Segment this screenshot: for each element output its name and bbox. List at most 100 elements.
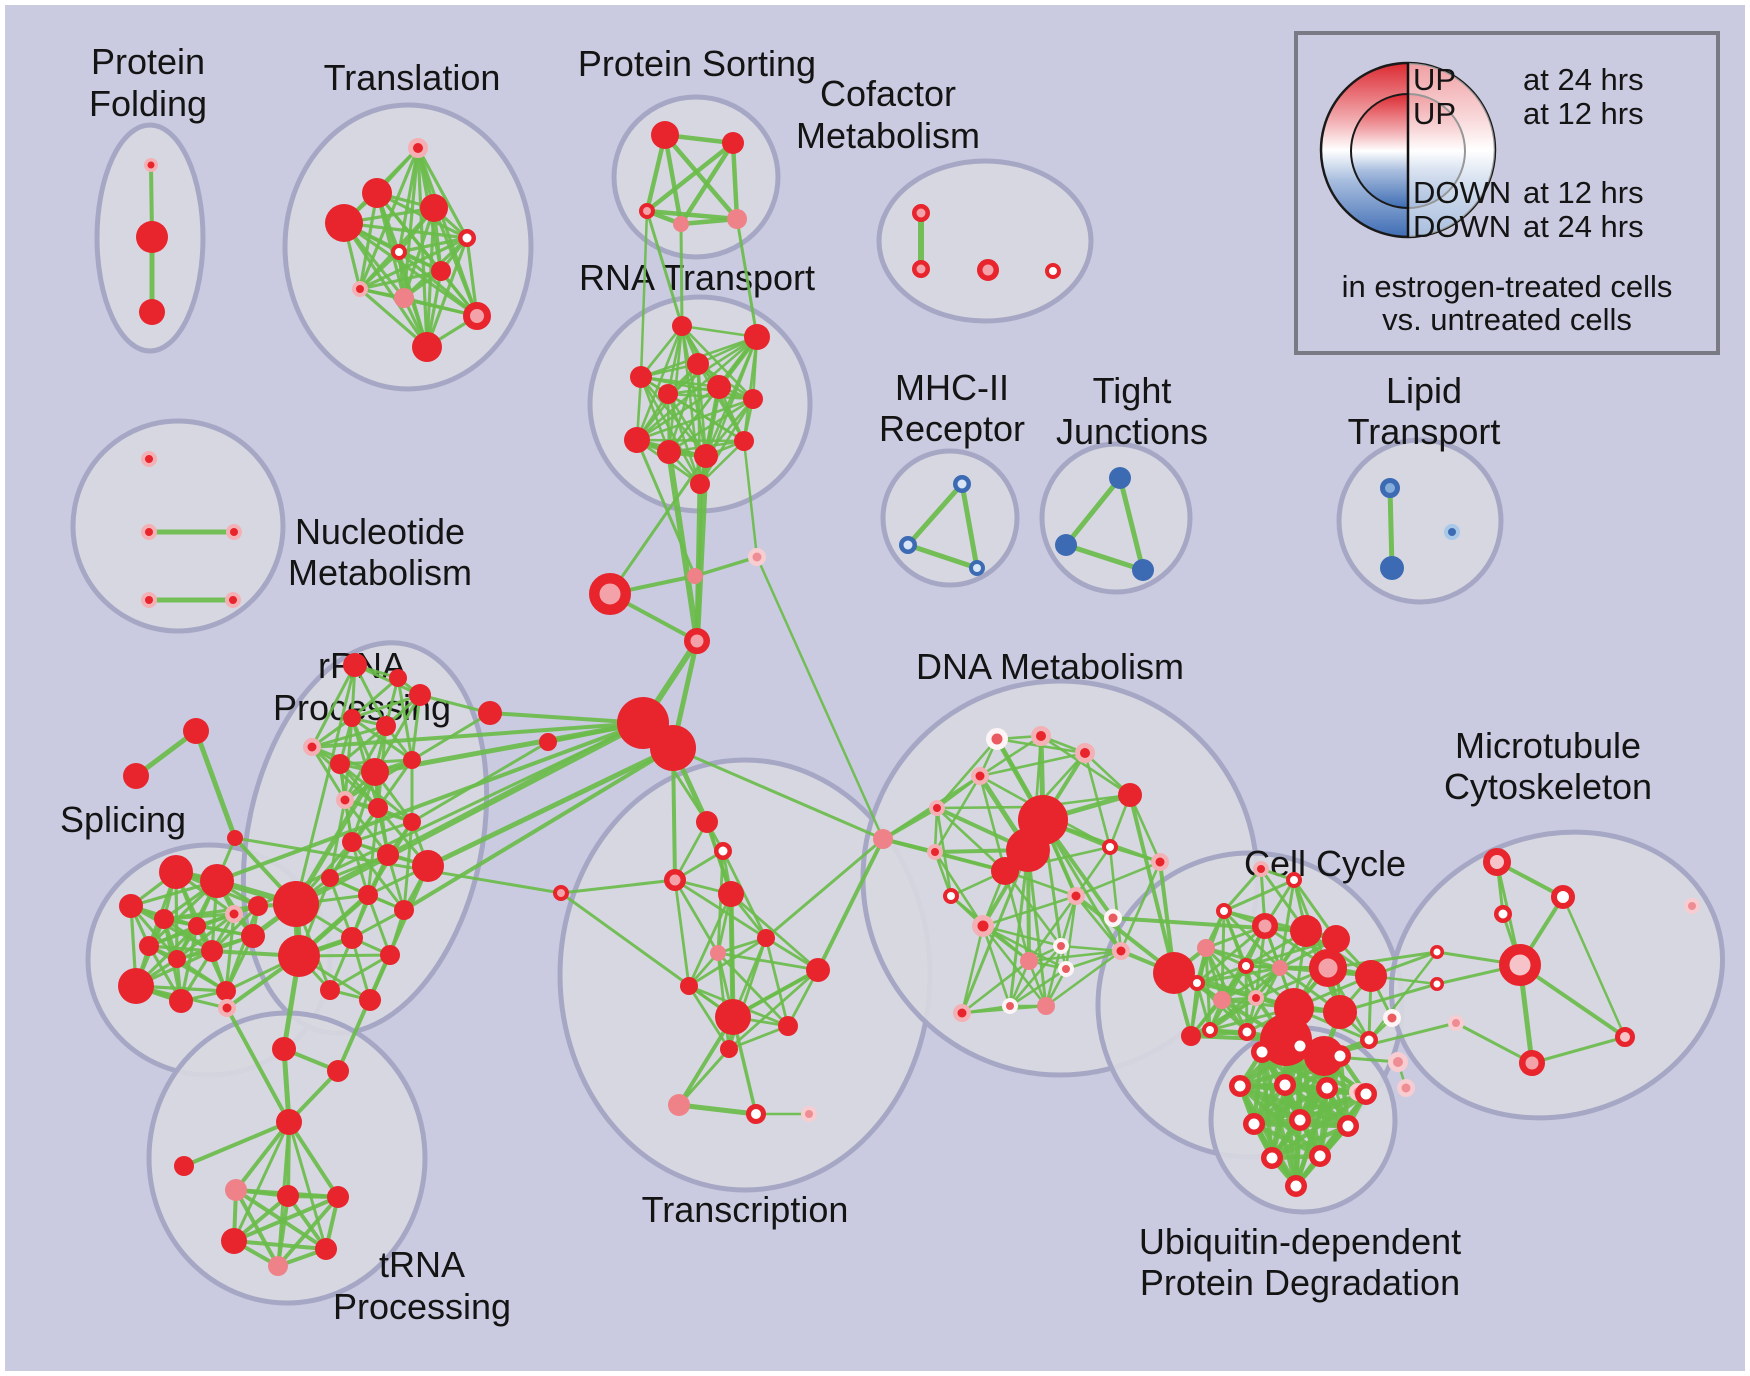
node-cn-3 <box>684 628 710 654</box>
edge <box>644 208 740 222</box>
edge <box>662 132 740 222</box>
node-rt-10 <box>734 431 754 451</box>
node-rr-14 <box>342 832 362 852</box>
node-nm-1 <box>141 524 157 540</box>
node-cc-3 <box>1252 913 1278 939</box>
node-dm-15 <box>1067 887 1085 905</box>
edge <box>1278 878 1296 970</box>
edge <box>418 693 492 715</box>
node-ub-3 <box>1229 1075 1251 1097</box>
node-ps-1 <box>722 132 744 154</box>
node-dm-9 <box>1018 795 1068 845</box>
node-tx-5 <box>757 929 775 947</box>
node-sp-3 <box>154 909 174 929</box>
node-tx-9 <box>715 999 751 1035</box>
edge <box>694 481 703 644</box>
node-rt-2 <box>687 353 709 375</box>
edge <box>742 439 759 559</box>
edge <box>287 1120 340 1199</box>
edge <box>978 734 1043 778</box>
node-nm-4 <box>225 592 241 608</box>
node-tn-0 <box>276 1109 302 1135</box>
edge <box>635 438 697 578</box>
node-dm-7 <box>873 829 893 849</box>
edge <box>1064 949 1123 971</box>
edge <box>1195 981 1212 1032</box>
node-dm-3 <box>971 767 989 785</box>
cluster-nm-label-line0: Nucleotide <box>295 511 465 552</box>
edge <box>294 663 357 906</box>
edge <box>1561 895 1627 1039</box>
node-dm-16 <box>972 915 994 937</box>
edge <box>881 837 1007 873</box>
legend-row-1-direction: UP <box>1413 96 1456 131</box>
node-st-2 <box>227 830 243 846</box>
node-rt-5 <box>707 375 731 399</box>
legend-row-3-direction: DOWN <box>1413 209 1511 244</box>
node-cc-10 <box>1197 939 1215 957</box>
edge <box>225 1006 291 1124</box>
node-tx-3 <box>718 881 744 907</box>
node-tj-2 <box>1132 559 1154 581</box>
node-cc-15 <box>1323 995 1357 1029</box>
node-tj-0 <box>1109 467 1131 489</box>
edge <box>336 864 430 1073</box>
node-tn-10 <box>218 999 236 1017</box>
node-ub-7 <box>1243 1113 1265 1135</box>
node-tn-2 <box>225 1179 247 1201</box>
node-tr-9 <box>463 302 491 330</box>
edge <box>1117 475 1146 573</box>
node-tr-5 <box>391 244 407 260</box>
node-dm-11 <box>1102 839 1118 855</box>
node-ps-0 <box>651 121 679 149</box>
cluster-pf-label-line0: Protein <box>91 41 205 82</box>
cluster-mh-label-line0: MHC-II <box>895 367 1009 408</box>
edge <box>1204 946 1282 970</box>
edge <box>1027 949 1123 963</box>
node-mc-6 <box>1684 898 1700 914</box>
edge <box>978 774 1007 873</box>
cluster-cf-ellipse <box>876 158 1094 324</box>
node-cc-12 <box>1213 991 1231 1009</box>
node-rr-13 <box>403 813 421 831</box>
node-rr-15 <box>377 844 399 866</box>
node-tx-13 <box>746 1104 766 1124</box>
node-tx-4 <box>553 885 569 901</box>
node-ub-9 <box>1337 1115 1359 1137</box>
node-cn-4 <box>687 568 703 584</box>
edge <box>735 217 759 339</box>
node-cc-5 <box>1322 925 1350 953</box>
node-ub-8 <box>1289 1109 1311 1131</box>
cluster-cc-label-line0: Cell Cycle <box>1244 843 1406 884</box>
cluster-tr-label-line0: Translation <box>324 57 501 98</box>
node-rr-4 <box>389 669 407 687</box>
legend-faded-half <box>1408 63 1495 237</box>
node-ub-4 <box>1274 1074 1296 1096</box>
node-cc-1 <box>1253 861 1269 877</box>
edge <box>639 209 649 379</box>
node-sp-13 <box>248 896 268 916</box>
node-mc-0 <box>1483 848 1511 876</box>
node-rt-7 <box>624 427 650 453</box>
edge <box>1367 950 1439 1042</box>
edge <box>677 1047 731 1107</box>
node-tr-6 <box>431 261 451 281</box>
node-tx-6 <box>710 945 726 961</box>
cluster-mh-label-line1: Receptor <box>879 408 1025 449</box>
edge <box>175 912 236 961</box>
edge <box>905 542 980 571</box>
edge <box>232 1195 340 1243</box>
edge <box>1008 848 1030 1008</box>
edge <box>358 146 420 291</box>
edge <box>215 721 645 883</box>
edge <box>981 924 1012 1008</box>
edge <box>1204 946 1258 1000</box>
node-tr-4 <box>458 229 476 247</box>
node-ps-4 <box>727 209 747 229</box>
node-dm-20 <box>1112 942 1130 960</box>
node-rt-8 <box>657 440 681 464</box>
legend-row-3-time: at 24 hrs <box>1523 209 1644 244</box>
node-tx-10 <box>778 1016 798 1036</box>
edge <box>1269 1123 1351 1161</box>
edge <box>342 221 429 349</box>
